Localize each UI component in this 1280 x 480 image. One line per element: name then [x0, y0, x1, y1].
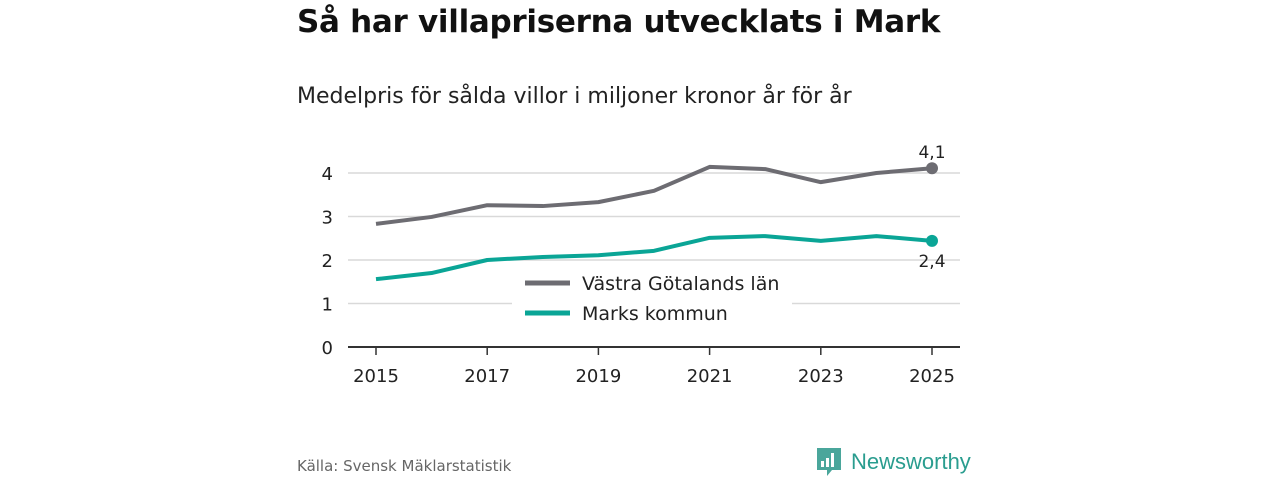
x-tick-label: 2017: [464, 366, 510, 387]
newsworthy-logo[interactable]: Newsworthy: [815, 446, 971, 478]
legend-label: Marks kommun: [582, 303, 728, 325]
series-line-vastra-gotaland: [375, 164, 933, 226]
brand-name: Newsworthy: [851, 449, 971, 474]
series-line-marks-kommun: [375, 234, 933, 282]
end-value-label: 4,1: [918, 143, 945, 163]
x-tick-label: 2019: [575, 366, 621, 387]
end-point-marker: [926, 234, 938, 247]
x-tick-label: 2015: [353, 366, 399, 387]
x-tick-label: 2023: [798, 366, 844, 387]
y-tick-label: 4: [322, 164, 333, 185]
y-tick-label: 0: [322, 338, 333, 359]
end-point-marker: [926, 162, 938, 175]
y-tick-label: 1: [322, 295, 333, 316]
line-chart: 0 1 2 3 4 4,1 2,4 Västra Götalands län Marks k…: [322, 143, 960, 387]
bar-chart-speech-icon: [817, 448, 841, 476]
legend-background: [512, 266, 792, 330]
y-tick-label: 3: [322, 208, 333, 229]
y-tick-label: 2: [322, 251, 333, 272]
source-note: Källa: Svensk Mäklarstatistik: [297, 457, 512, 475]
chart-subtitle: Medelpris för sålda villor i miljoner kr…: [297, 84, 852, 109]
x-tick-label: 2021: [687, 366, 733, 387]
chart-title: Så har villapriserna utvecklats i Mark: [297, 4, 941, 40]
legend-label: Västra Götalands län: [582, 273, 779, 295]
x-tick-label: 2025: [909, 366, 955, 387]
end-value-label: 2,4: [918, 252, 945, 272]
